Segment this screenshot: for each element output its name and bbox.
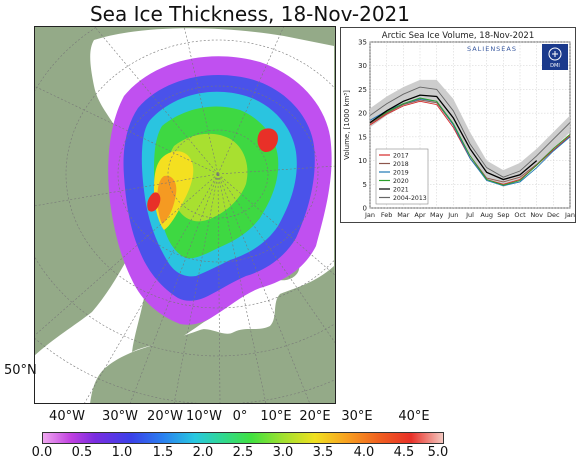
x-tick-label: Jan xyxy=(364,211,375,219)
y-tick-label: 20 xyxy=(358,110,367,118)
lon-label-40e: 40°E xyxy=(398,409,430,424)
colorbar-tick: 0.5 xyxy=(71,445,93,460)
brand-label: SALIENSEAS xyxy=(467,45,517,53)
y-tick-label: 5 xyxy=(363,181,367,189)
chart-grid xyxy=(369,41,571,209)
y-tick-label: 35 xyxy=(358,39,367,47)
series-line-2020 xyxy=(369,97,571,186)
x-tick-label: Nov xyxy=(530,211,543,219)
colorbar-tick: 3.5 xyxy=(312,445,334,460)
lon-label-20e: 20°E xyxy=(299,409,331,424)
chart-title: Arctic Sea Ice Volume, 18-Nov-2021 xyxy=(382,31,534,41)
legend-label-2020: 2020 xyxy=(393,178,409,185)
lon-label-30w: 30°W xyxy=(102,409,138,424)
legend-label-2021: 2021 xyxy=(393,186,409,193)
x-tick-label: Jun xyxy=(447,211,458,219)
y-tick-labels: 0 5 10 15 20 25 30 35 xyxy=(358,39,367,213)
dmi-logo: DMI xyxy=(542,44,568,70)
x-tick-label: Apr xyxy=(414,211,426,219)
x-tick-label: Jan xyxy=(564,211,575,219)
y-tick-label: 15 xyxy=(358,133,367,141)
x-tick-label: Mar xyxy=(397,211,410,219)
y-axis-label: Volume, [1000 km³] xyxy=(343,90,351,160)
lon-label-10w: 10°W xyxy=(186,409,222,424)
x-tick-label: Oct xyxy=(514,211,526,219)
lon-label-20w: 20°W xyxy=(147,409,183,424)
colorbar-tick: 3.0 xyxy=(272,445,294,460)
x-tick-label: May xyxy=(430,211,444,219)
lon-label-10e: 10°E xyxy=(260,409,292,424)
graticule xyxy=(34,26,336,404)
lon-label-40w: 40°W xyxy=(49,409,85,424)
map-title: Sea Ice Thickness, 18-Nov-2021 xyxy=(89,2,410,26)
x-tick-label: Sep xyxy=(497,211,509,219)
ice-orange xyxy=(157,175,177,224)
series-line-2021 xyxy=(369,94,538,181)
y-tick-label: 10 xyxy=(358,157,367,165)
colorbar-tick: 0.0 xyxy=(31,445,53,460)
series-lines xyxy=(369,86,571,187)
x-tick-label: Jul xyxy=(465,211,474,219)
y-tick-label: 25 xyxy=(358,86,367,94)
legend-box xyxy=(375,148,429,205)
dmi-logo-text: DMI xyxy=(550,63,560,69)
legend-label-2004-2013: 2004-2013 xyxy=(393,195,427,202)
scandinavia-landmass xyxy=(280,280,336,404)
series-line-2004-2013 xyxy=(369,86,571,178)
y-tick-label: 0 xyxy=(363,205,367,213)
volume-chart: Arctic Sea Ice Volume, 18-Nov-2021 0 5 10 1… xyxy=(340,27,576,223)
legend-label-2017: 2017 xyxy=(393,152,409,159)
legend-label-2019: 2019 xyxy=(393,169,409,176)
lat-label-50n: 50°N xyxy=(4,363,37,378)
colorbar-tick: 2.0 xyxy=(192,445,214,460)
x-tick-label: Feb xyxy=(381,211,393,219)
colorbar-tick: 1.5 xyxy=(152,445,174,460)
x-tick-labels: Jan Feb Mar Apr May Jun Jul Aug Sep Oct Nov Dec Jan xyxy=(364,211,575,219)
colorbar xyxy=(42,432,444,444)
y-tick-label: 30 xyxy=(358,62,367,70)
x-tick-label: Aug xyxy=(480,211,493,219)
colorbar-tick: 4.0 xyxy=(353,445,375,460)
x-tick-label: Dec xyxy=(547,211,560,219)
climatology-band xyxy=(370,79,570,187)
colorbar-tick: 4.5 xyxy=(393,445,415,460)
sea-ice-map xyxy=(34,26,336,404)
ice-thick-red-coast xyxy=(147,192,161,212)
lon-label-30e: 30°E xyxy=(341,409,373,424)
colorbar-tick: 1.0 xyxy=(111,445,133,460)
colorbar-tick: 5.0 xyxy=(427,445,449,460)
colorbar-tick: 2.5 xyxy=(232,445,254,460)
iceland-landmass xyxy=(232,342,267,364)
legend-label-2018: 2018 xyxy=(393,161,409,168)
lon-label-0: 0° xyxy=(232,409,248,424)
ice-thick-red xyxy=(257,128,278,152)
